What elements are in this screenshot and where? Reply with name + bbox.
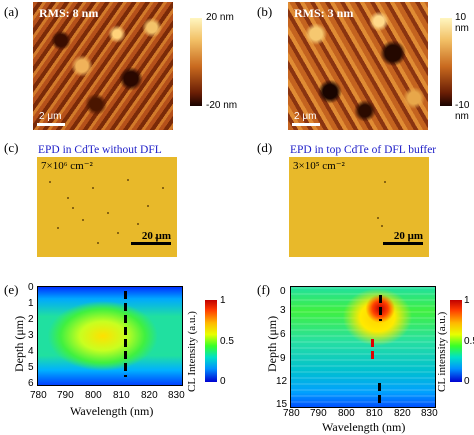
ytick-f-12: 12 <box>276 376 288 387</box>
xlabel-f: Wavelength (nm) <box>322 420 406 434</box>
xtick-e-0: 780 <box>30 390 47 401</box>
ytick-e-2: 2 <box>28 314 34 325</box>
ytick-f-6: 6 <box>280 329 286 340</box>
ytick-f-0: 0 <box>280 286 286 297</box>
xtick-f-1: 790 <box>310 408 327 419</box>
cbar-min-a: -20 nm <box>206 100 238 111</box>
scale-text-a: 2 μm <box>39 111 62 122</box>
epd-image-d: 3×10⁵ cm⁻² 20 μm <box>289 157 429 257</box>
ytick-e-4: 4 <box>28 346 34 357</box>
xtick-e-3: 810 <box>113 390 130 401</box>
dashed-line-f-red <box>371 339 374 361</box>
cbar-f-tick-0: 0 <box>464 376 470 387</box>
rms-label-b: RMS: 3 nm <box>294 6 354 20</box>
epd-caption-d: EPD in top CdTe of DFL buffer <box>290 144 437 156</box>
epd-image-c: 7×10⁶ cm⁻² 20 μm <box>37 157 177 257</box>
xtick-f-4: 820 <box>394 408 411 419</box>
panel-a-label: (a) <box>4 4 19 19</box>
xtick-e-5: 830 <box>168 390 185 401</box>
xtick-e-1: 790 <box>57 390 74 401</box>
afm-image-b: RMS: 3 nm 2 μm <box>288 2 428 130</box>
scale-bar-b <box>292 123 320 126</box>
scale-bar-a <box>37 123 65 126</box>
ytick-f-3: 3 <box>280 305 286 316</box>
panel-e-label: (e) <box>4 282 19 297</box>
cl-map-e <box>37 286 183 386</box>
cbar-label-f: CL intensity (a.u.) <box>436 311 448 392</box>
ytick-e-3: 3 <box>28 330 34 341</box>
epd-scale-text-c: 20 μm <box>141 230 171 242</box>
epd-density-d: 3×10⁵ cm⁻² <box>293 160 345 172</box>
afm-colorbar-b <box>440 18 452 106</box>
cbar-f-tick-1: 1 <box>464 295 470 306</box>
cbar-min-b: -10 nm <box>455 100 470 122</box>
ytick-e-0: 0 <box>28 282 34 293</box>
dashed-line-f-top <box>379 295 382 321</box>
xtick-e-2: 800 <box>85 390 102 401</box>
panel-c-label: (c) <box>4 140 19 155</box>
ytick-f-15: 15 <box>276 399 288 410</box>
afm-colorbar-a <box>190 18 202 106</box>
scale-text-b: 2 μm <box>294 111 317 122</box>
cbar-e-tick-05: 0.5 <box>220 336 234 347</box>
xtick-f-0: 780 <box>283 408 300 419</box>
ytick-e-1: 1 <box>28 298 34 309</box>
ytick-f-9: 9 <box>280 353 286 364</box>
cbar-label-e: CL Intensity (a.u.) <box>186 311 198 392</box>
cbar-e-tick-0: 0 <box>220 376 226 387</box>
cbar-max-a: 20 nm <box>206 12 234 23</box>
xtick-f-2: 800 <box>338 408 355 419</box>
panel-d-label: (d) <box>257 140 273 155</box>
dashed-line-f-bottom <box>378 383 381 407</box>
epd-scale-bar-d <box>383 242 423 245</box>
xtick-e-4: 820 <box>141 390 158 401</box>
ylabel-f: Depth (μm) <box>265 315 279 372</box>
cl-colorbar-e <box>205 300 217 382</box>
panel-b-label: (b) <box>257 4 273 19</box>
epd-caption-c: EPD in CdTe without DFL <box>38 144 162 156</box>
ytick-e-5: 5 <box>28 362 34 373</box>
panel-f-label: (f) <box>257 282 270 297</box>
epd-density-c: 7×10⁶ cm⁻² <box>41 160 93 172</box>
dashed-line-e <box>124 291 127 377</box>
cl-colorbar-f <box>450 300 462 382</box>
rms-label-a: RMS: 8 nm <box>39 6 99 20</box>
xtick-f-5: 830 <box>421 408 438 419</box>
epd-scale-text-d: 20 μm <box>393 230 423 242</box>
afm-image-a: RMS: 8 nm 2 μm <box>33 2 173 130</box>
xlabel-e: Wavelength (nm) <box>70 404 154 418</box>
ylabel-e: Depth (μm) <box>12 315 26 372</box>
cbar-f-tick-05: 0.5 <box>464 336 474 347</box>
cbar-max-b: 10 nm <box>455 12 469 34</box>
cbar-e-tick-1: 1 <box>220 295 226 306</box>
xtick-f-3: 810 <box>366 408 383 419</box>
cl-map-f <box>290 286 436 408</box>
ytick-e-6: 6 <box>28 378 34 389</box>
epd-scale-bar-c <box>131 242 171 245</box>
